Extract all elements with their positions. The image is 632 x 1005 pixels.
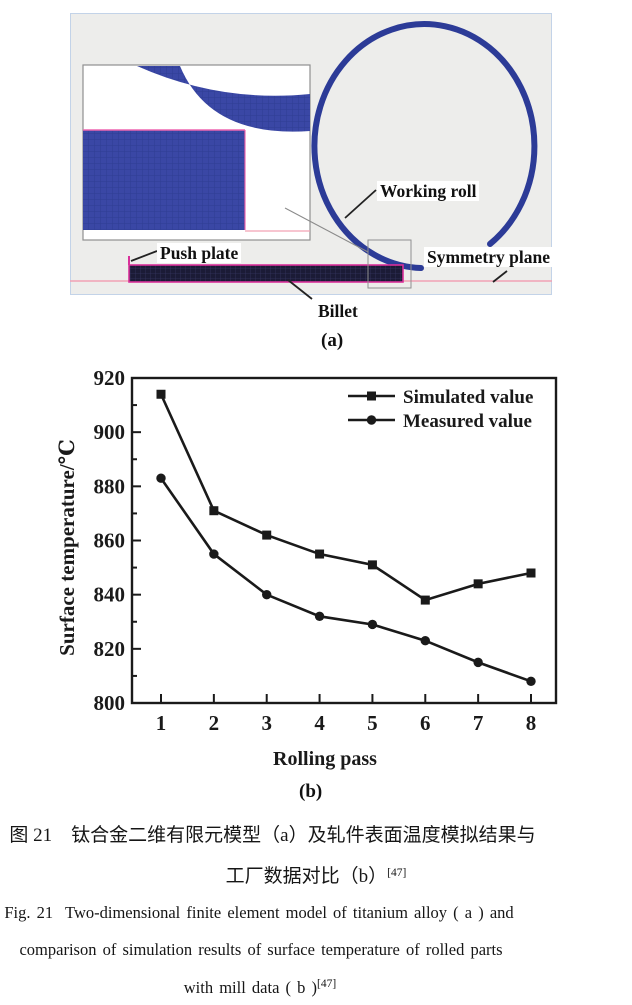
- push-plate-leader: [130, 250, 158, 262]
- chart-text: 6: [420, 711, 431, 735]
- chart-text: 1: [156, 711, 167, 735]
- square-marker: [420, 595, 430, 605]
- square-marker: [262, 530, 272, 540]
- fem-model-panel: [70, 13, 552, 300]
- billet-leader: [287, 279, 313, 300]
- caption-zh-line1: 图 21 钛合金二维有限元模型（a）及轧件表面温度模拟结果与: [9, 825, 536, 846]
- chart-text: 840: [94, 583, 126, 607]
- chart-text: 900: [94, 420, 126, 444]
- billet-bar: [128, 264, 404, 283]
- chart-text: 920: [94, 366, 126, 390]
- source-region-box: [367, 239, 412, 289]
- caption-en-line2: comparison of simulation results of surf…: [19, 940, 503, 959]
- square-marker: [209, 506, 219, 516]
- square-marker: [156, 389, 166, 399]
- panel-b-sublabel: (b): [299, 781, 323, 802]
- series-line-circle: [159, 477, 532, 683]
- chart-text: 800: [94, 691, 126, 715]
- symmetry-plane-label: Symmetry plane: [424, 247, 553, 267]
- caption-en-line3-text: with mill data ( b ): [183, 978, 318, 997]
- working-roll-arc: [311, 21, 538, 271]
- caption-zh-line2: 工厂数据对比（b）[47]: [0, 861, 632, 889]
- inset-leader-line: [284, 207, 369, 253]
- chart-text: 820: [94, 637, 126, 661]
- inset-roll-edge-band: [137, 66, 310, 132]
- circle-marker: [366, 415, 377, 425]
- chart-text: 3: [261, 711, 272, 735]
- caption-zh-reference: [47]: [387, 867, 407, 879]
- chart-text: Measured value: [403, 411, 532, 432]
- square-marker: [367, 560, 377, 570]
- circle-marker: [420, 636, 430, 646]
- series-line-square: [159, 393, 532, 602]
- chart-text: 860: [94, 529, 126, 553]
- chart-text: 2: [209, 711, 220, 735]
- working-roll-leader: [344, 189, 377, 219]
- working-roll-label: Working roll: [377, 181, 480, 201]
- chart-text: 5: [367, 711, 378, 735]
- temperature-chart: 800 820 840 860 880 900 920 1 2 3 4 5 6 7 8 Surface tem…: [55, 366, 558, 770]
- inset-billet-mesh: [83, 130, 245, 230]
- circle-marker: [156, 473, 166, 483]
- push-plate-label: Push plate: [157, 243, 242, 263]
- panel-a-sublabel: (a): [321, 330, 344, 351]
- caption-zh-line2-text: 工厂数据对比（b）: [225, 866, 388, 887]
- billet-label: Billet: [318, 301, 358, 321]
- chart-text: Rolling pass: [273, 748, 377, 770]
- caption-en-reference: [47]: [317, 978, 337, 990]
- chart-text: 880: [94, 474, 126, 498]
- circle-marker: [314, 611, 325, 622]
- square-marker: [367, 391, 376, 401]
- chart-text: 4: [314, 711, 325, 735]
- chart-text: 7: [473, 711, 484, 735]
- caption-en-line1: Fig. 21 Two-dimensional finite element m…: [4, 903, 514, 922]
- symmetry-plane-leader: [492, 270, 508, 283]
- chart-text: Simulated value: [403, 387, 533, 408]
- circle-marker: [526, 676, 536, 687]
- circle-marker: [367, 619, 378, 630]
- chart-text: Surface temperature/℃: [55, 439, 79, 656]
- square-marker: [473, 579, 483, 589]
- circle-marker: [262, 589, 272, 600]
- circle-marker: [473, 657, 483, 668]
- chart-text: 8: [526, 711, 537, 735]
- square-marker: [526, 568, 536, 578]
- caption-en-line3: with mill data ( b )[47]: [0, 973, 520, 999]
- circle-marker: [209, 549, 219, 559]
- square-marker: [315, 549, 325, 559]
